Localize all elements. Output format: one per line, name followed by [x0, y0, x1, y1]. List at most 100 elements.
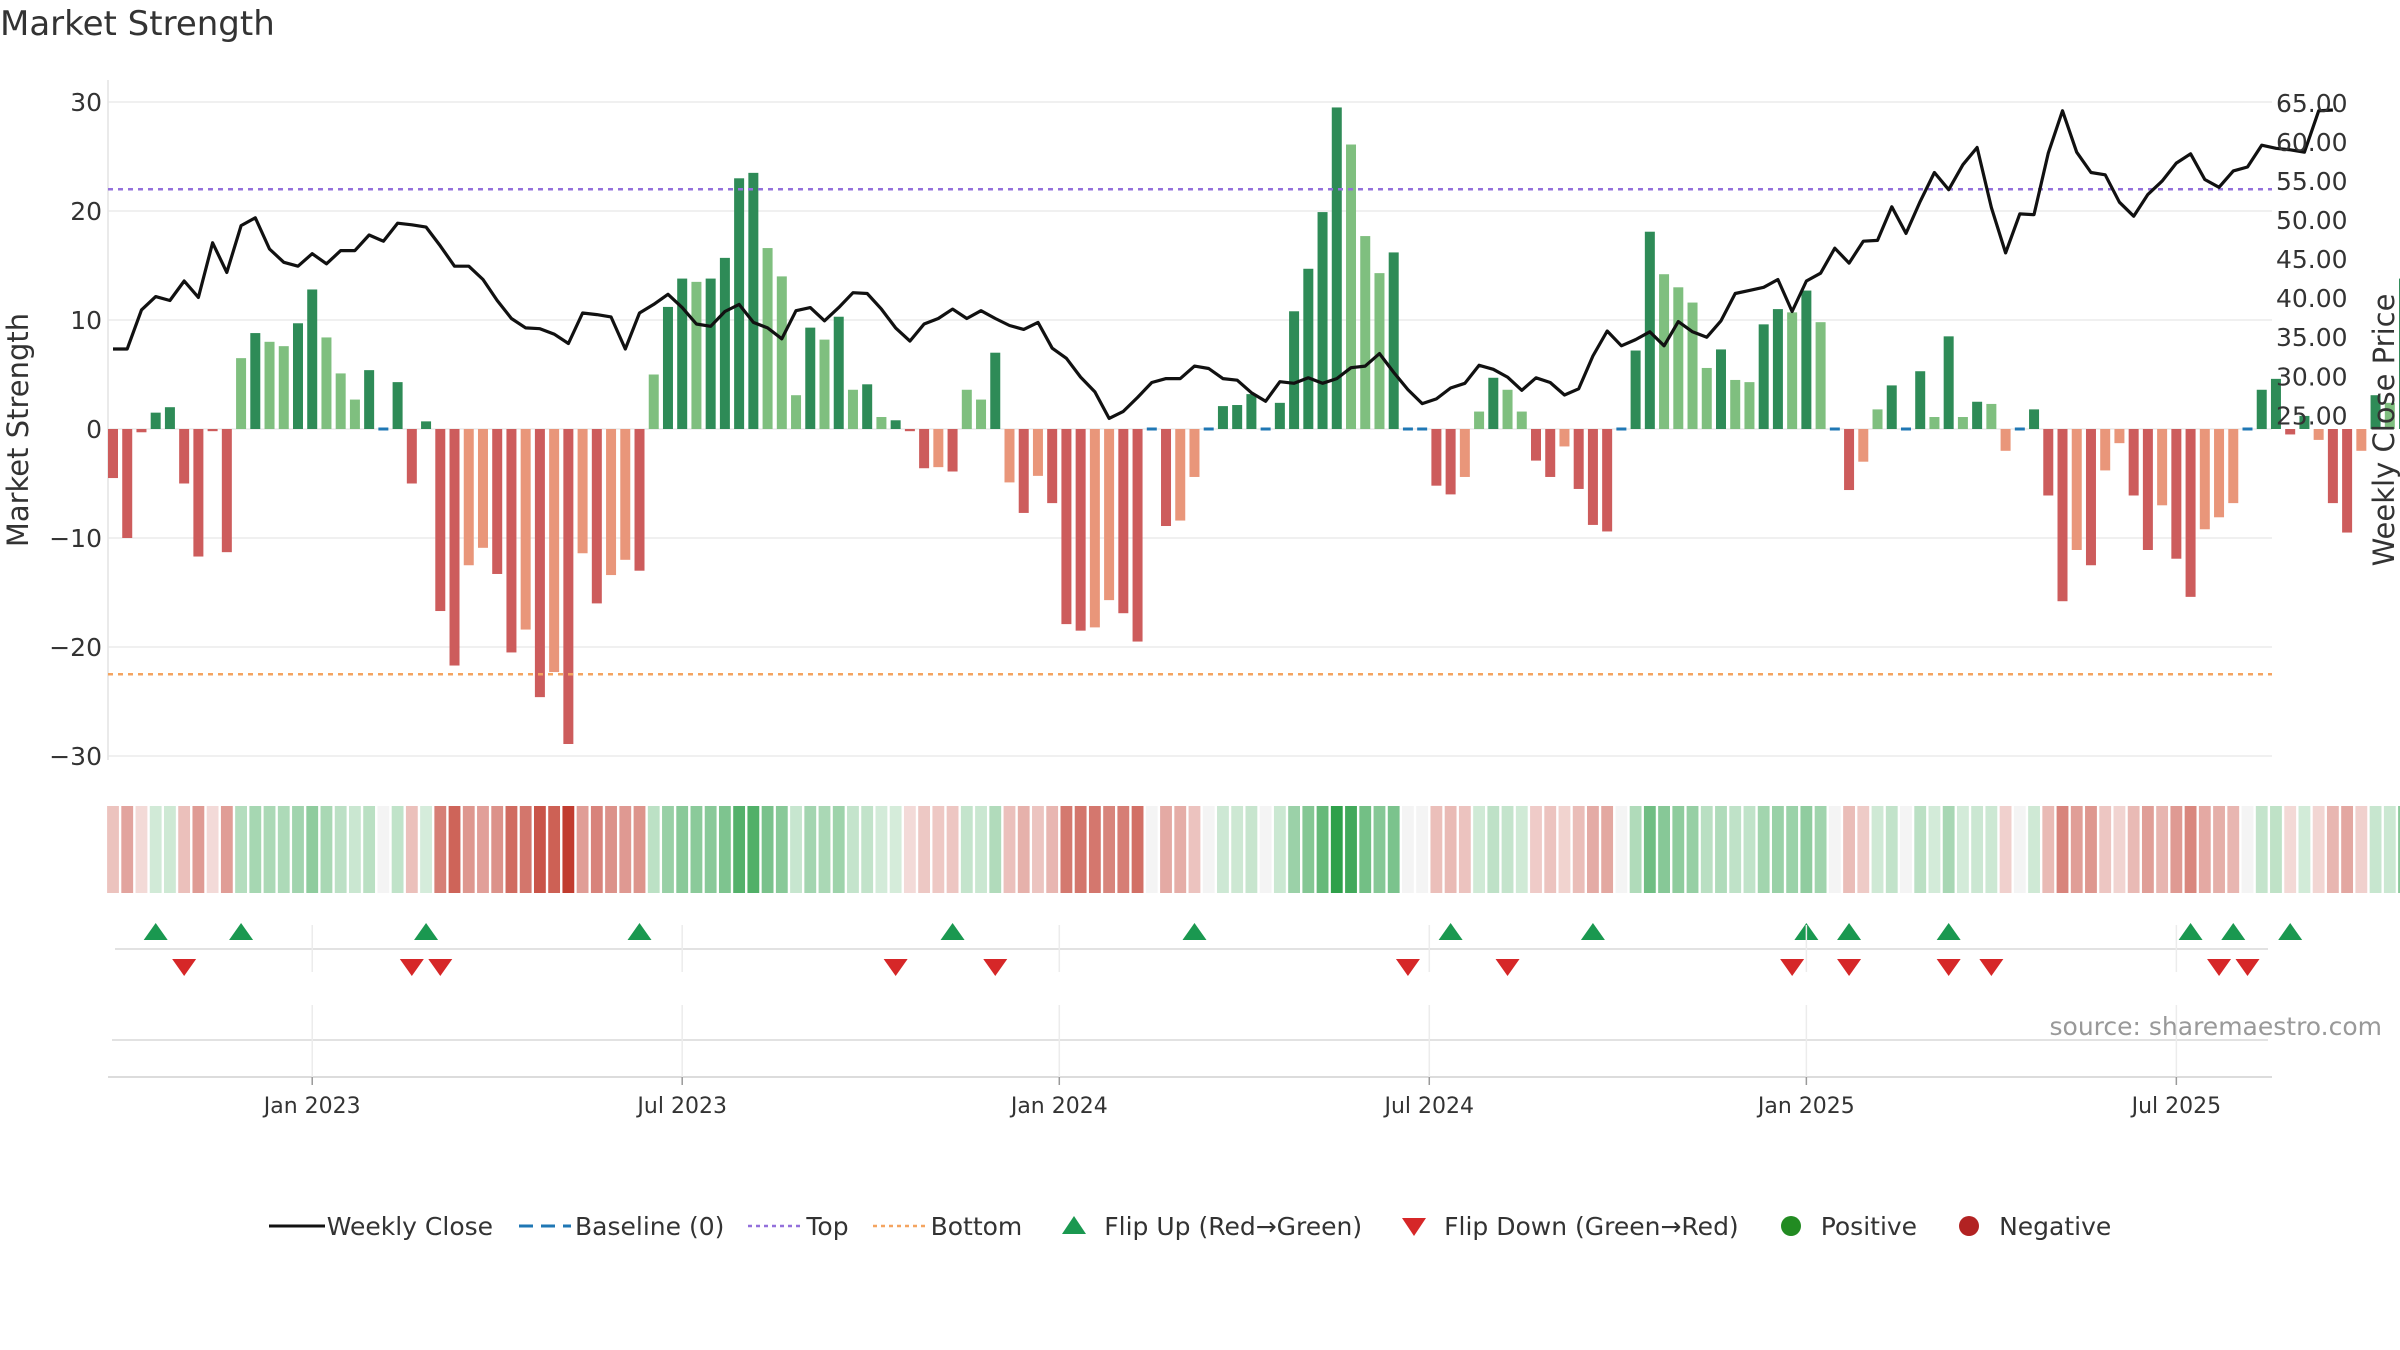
heat-cell — [1900, 806, 1912, 893]
strength-bar — [890, 420, 901, 429]
flip-up-marker — [627, 923, 652, 940]
strength-bar — [748, 172, 759, 429]
heat-cell — [1202, 806, 1215, 893]
y-tick-label: −10 — [49, 524, 102, 553]
strength-bar — [1246, 394, 1257, 429]
strength-bar — [307, 289, 318, 429]
heat-cell — [519, 806, 532, 893]
heat-cell — [903, 806, 916, 893]
strength-bar — [620, 429, 631, 560]
strength-bar — [1858, 429, 1869, 462]
flip-down-marker — [1979, 959, 2004, 976]
legend-item-bottom[interactable]: Bottom — [871, 1211, 1022, 1241]
strength-bar — [563, 429, 574, 745]
dotted-line-icon — [746, 1211, 806, 1241]
legend-item-top[interactable]: Top — [746, 1211, 849, 1241]
strength-bar — [919, 429, 930, 469]
strength-bar — [1374, 273, 1385, 429]
strength-bar — [2313, 429, 2324, 440]
strength-bar — [1587, 429, 1598, 525]
flip-up-marker — [1936, 923, 1961, 940]
heat-cell — [562, 806, 575, 893]
x-tick-label: Jan 2024 — [1009, 1094, 1108, 1119]
heat-cell — [733, 806, 746, 893]
heat-cell — [1558, 806, 1571, 893]
heat-cell — [2213, 806, 2225, 893]
strength-bar — [1346, 144, 1357, 429]
heat-cell — [2170, 806, 2183, 893]
strength-bar — [1787, 312, 1798, 429]
strength-bar — [2370, 395, 2381, 429]
heat-cell — [2326, 806, 2339, 893]
strength-bar — [976, 399, 987, 429]
heat-cell — [1501, 806, 1514, 893]
heat-cell — [1245, 806, 1258, 893]
y2-tick-label: 50.00 — [2276, 206, 2348, 235]
legend-item-positive[interactable]: Positive — [1761, 1211, 1917, 1241]
heat-cell — [1686, 806, 1699, 893]
strength-bar — [1388, 252, 1399, 429]
heat-cell — [1160, 806, 1172, 893]
heat-cell — [1857, 806, 1870, 893]
heat-cell — [448, 806, 461, 893]
heat-cell — [1231, 806, 1244, 893]
strength-bar — [2142, 429, 2153, 550]
heat-cell — [2028, 806, 2040, 893]
heat-cell — [348, 806, 361, 893]
heat-cell — [1530, 806, 1542, 893]
source-note: source: sharemaestro.com — [2049, 1012, 2383, 1041]
strength-bar — [1573, 429, 1584, 489]
flip-up-marker — [1580, 923, 1605, 940]
legend-item-baseline[interactable]: Baseline (0) — [515, 1211, 724, 1241]
heat-cell — [1800, 806, 1813, 893]
strength-bar — [1701, 367, 1712, 429]
heat-cell — [1658, 806, 1670, 893]
strength-bar — [1274, 402, 1285, 429]
x-tick-label: Jul 2025 — [2130, 1094, 2222, 1119]
strength-bar — [1972, 401, 1983, 429]
circle-icon — [1761, 1211, 1821, 1241]
strength-bar — [492, 429, 503, 574]
legend-item-negative[interactable]: Negative — [1939, 1211, 2111, 1241]
strength-bar — [2285, 429, 2296, 435]
flip-down-marker — [172, 959, 197, 976]
heat-cell — [747, 806, 760, 893]
heat-cell — [420, 806, 432, 893]
heat-cell — [1074, 806, 1087, 893]
strength-heat-strip — [107, 806, 2400, 893]
heat-cell — [605, 806, 617, 893]
strength-bar — [406, 429, 417, 484]
x-tick-label: Jan 2023 — [262, 1094, 361, 1119]
legend-item-weekly-close[interactable]: Weekly Close — [267, 1211, 493, 1241]
heat-cell — [761, 806, 774, 893]
strength-bar — [1545, 429, 1556, 477]
triangle-up-icon — [1044, 1211, 1104, 1241]
heat-cell — [1046, 806, 1059, 893]
legend-item-flip-down[interactable]: Flip Down (Green→Red) — [1384, 1211, 1739, 1241]
heat-cell — [1487, 806, 1500, 893]
legend-item-flip-up[interactable]: Flip Up (Red→Green) — [1044, 1211, 1362, 1241]
heat-cell — [1643, 806, 1656, 893]
heat-cell — [1387, 806, 1400, 893]
flip-up-marker — [229, 923, 254, 940]
strength-bar — [2071, 429, 2082, 550]
market-strength-chart: 30 20 10 0 −10 −20 −30 65.00 60.00 55.00 50.00 45.… — [1, 80, 2400, 1119]
strength-bar — [2384, 402, 2395, 429]
heat-cell — [1217, 806, 1229, 893]
circle-icon — [1939, 1211, 1999, 1241]
heat-cell — [1587, 806, 1599, 893]
flip-down-marker — [1780, 959, 1805, 976]
strength-bar — [435, 429, 446, 612]
strength-bar — [1559, 429, 1570, 447]
y2-tick-label: 45.00 — [2276, 245, 2348, 274]
strength-bar — [947, 429, 958, 472]
heat-cell — [2113, 806, 2126, 893]
heat-cell — [1885, 806, 1898, 893]
heat-cell — [135, 806, 148, 893]
flip-down-marker — [1837, 959, 1862, 976]
heat-cell — [2298, 806, 2311, 893]
heat-cell — [690, 806, 703, 893]
heat-cell — [1444, 806, 1457, 893]
strength-bar — [1104, 429, 1115, 601]
legend-label: Top — [806, 1211, 849, 1241]
